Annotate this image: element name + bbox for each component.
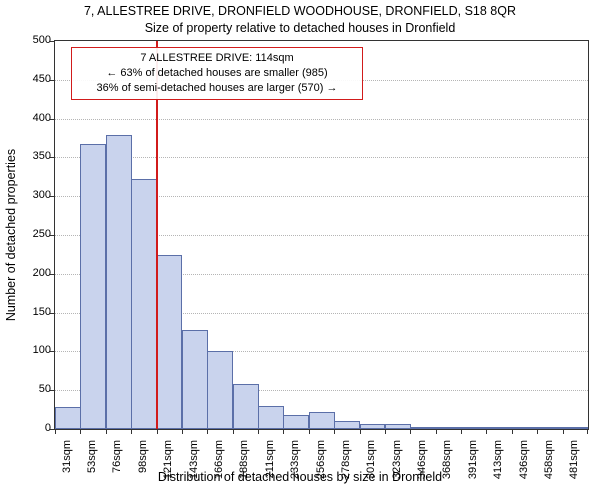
x-tick-mark (80, 429, 81, 434)
x-tick-label: 323sqm (391, 440, 403, 490)
x-tick-mark (563, 429, 564, 434)
y-tick-label: 250 (11, 228, 51, 240)
x-tick-label: 53sqm (86, 440, 98, 490)
x-tick-label: 436sqm (518, 440, 530, 490)
histogram-bar (360, 424, 386, 429)
y-tick-label: 400 (11, 112, 51, 124)
annotation-box: 7 ALLESTREE DRIVE: 114sqm ← 63% of detac… (71, 47, 363, 100)
histogram-bar (233, 384, 259, 429)
x-tick-mark (309, 429, 310, 434)
x-tick-label: 233sqm (289, 440, 301, 490)
x-tick-mark (233, 429, 234, 434)
histogram-bar (334, 421, 360, 429)
x-tick-label: 256sqm (315, 440, 327, 490)
x-tick-label: 391sqm (467, 440, 479, 490)
x-tick-mark (385, 429, 386, 434)
histogram-bar (563, 427, 589, 429)
y-tick-label: 200 (11, 267, 51, 279)
x-tick-label: 301sqm (365, 440, 377, 490)
x-tick-label: 211sqm (264, 440, 276, 490)
page-title-address: 7, ALLESTREE DRIVE, DRONFIELD WOODHOUSE,… (0, 4, 600, 18)
annotation-line-1: 7 ALLESTREE DRIVE: 114sqm (80, 51, 354, 66)
histogram-bar (436, 427, 462, 429)
x-tick-mark (410, 429, 411, 434)
histogram-bar (461, 427, 487, 429)
x-tick-label: 31sqm (61, 440, 73, 490)
x-tick-label: 143sqm (188, 440, 200, 490)
x-tick-mark (207, 429, 208, 434)
histogram-bar (283, 415, 309, 429)
histogram-bar (182, 330, 208, 429)
x-tick-label: 481sqm (568, 440, 580, 490)
histogram-bar (80, 144, 106, 429)
gridline (55, 157, 588, 158)
y-tick-label: 0 (11, 422, 51, 434)
x-tick-label: 76sqm (111, 440, 123, 490)
x-tick-mark (182, 429, 183, 434)
x-tick-mark (334, 429, 335, 434)
x-tick-mark (157, 429, 158, 434)
y-tick-label: 300 (11, 189, 51, 201)
x-tick-label: 188sqm (238, 440, 250, 490)
histogram-bar (486, 427, 512, 429)
y-tick-label: 500 (11, 34, 51, 46)
x-tick-mark (512, 429, 513, 434)
histogram-bar (537, 427, 563, 429)
histogram-bar (157, 255, 183, 429)
x-tick-mark (283, 429, 284, 434)
histogram-bar (309, 412, 335, 429)
x-tick-label: 166sqm (213, 440, 225, 490)
histogram-bar (131, 179, 157, 429)
y-tick-label: 50 (11, 383, 51, 395)
x-tick-label: 121sqm (162, 440, 174, 490)
histogram-bar (258, 406, 284, 429)
x-tick-mark (537, 429, 538, 434)
histogram-bar (410, 427, 436, 429)
x-tick-label: 413sqm (492, 440, 504, 490)
x-tick-mark (106, 429, 107, 434)
x-tick-label: 278sqm (340, 440, 352, 490)
x-tick-mark (587, 429, 588, 434)
annotation-line-2: ← 63% of detached houses are smaller (98… (80, 66, 354, 81)
x-tick-label: 458sqm (543, 440, 555, 490)
x-tick-mark (436, 429, 437, 434)
x-tick-label: 346sqm (416, 440, 428, 490)
x-tick-mark (131, 429, 132, 434)
y-tick-label: 100 (11, 344, 51, 356)
y-tick-label: 350 (11, 150, 51, 162)
page-title-subtitle: Size of property relative to detached ho… (0, 21, 600, 35)
x-tick-mark (461, 429, 462, 434)
x-tick-mark (486, 429, 487, 434)
histogram-bar (207, 351, 233, 429)
y-tick-label: 450 (11, 73, 51, 85)
histogram-bar (385, 424, 411, 429)
histogram-bar (512, 427, 538, 429)
histogram-bar (55, 407, 81, 429)
x-tick-label: 98sqm (137, 440, 149, 490)
x-tick-mark (360, 429, 361, 434)
chart-plot-area: 7 ALLESTREE DRIVE: 114sqm ← 63% of detac… (54, 40, 589, 430)
x-tick-mark (55, 429, 56, 434)
y-tick-label: 150 (11, 306, 51, 318)
histogram-bar (106, 135, 132, 429)
x-tick-mark (258, 429, 259, 434)
gridline (55, 119, 588, 120)
x-tick-label: 368sqm (441, 440, 453, 490)
annotation-line-3: 36% of semi-detached houses are larger (… (80, 81, 354, 96)
